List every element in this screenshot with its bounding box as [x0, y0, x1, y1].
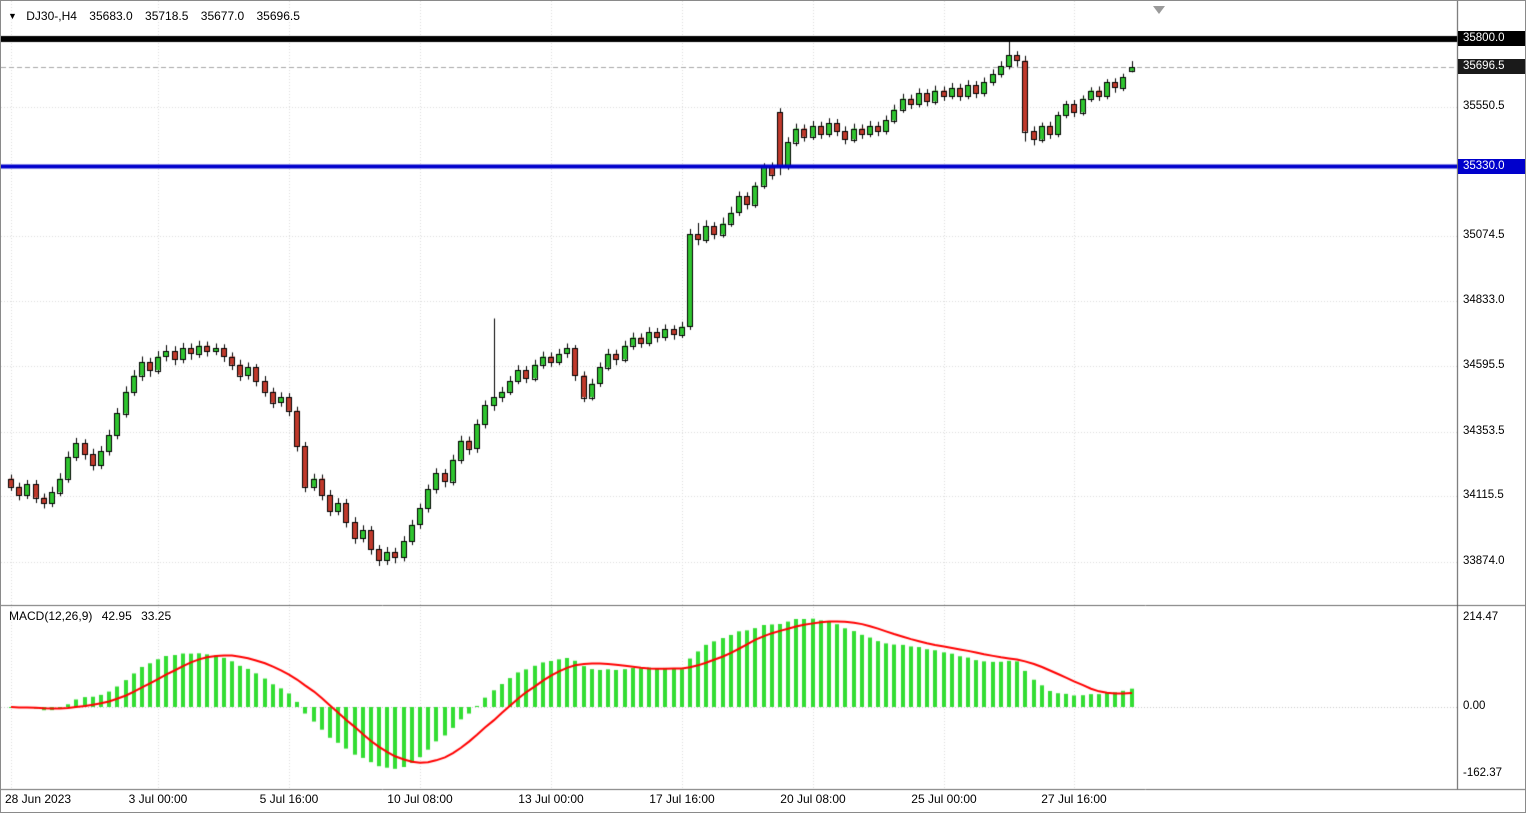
price-axis-label: 35074.5 — [1463, 228, 1505, 241]
chart-ohlc-header: ▼ DJ30-,H4 35683.0 35718.5 35677.0 35696… — [8, 9, 300, 23]
macd-indicator-label: MACD(12,26,9) 42.95 33.25 — [9, 609, 177, 623]
macd-name: MACD(12,26,9) — [9, 609, 93, 623]
macd-axis-label: -162.37 — [1463, 767, 1503, 780]
price-axis-label: 34595.5 — [1463, 358, 1505, 371]
ohlc-close-value: 35696.5 — [256, 9, 300, 23]
price-axis-label: 34353.5 — [1463, 424, 1505, 437]
price-axis-label: 34833.0 — [1463, 294, 1505, 307]
price-level-badge: 35800.0 — [1458, 30, 1525, 46]
symbol-timeframe-label: DJ30-,H4 — [26, 9, 77, 23]
time-axis-label: 20 Jul 08:00 — [780, 792, 846, 806]
macd-axis-label: 0.00 — [1463, 700, 1486, 712]
ohlc-high-value: 35718.5 — [145, 9, 189, 23]
ohlc-open-value: 35683.0 — [89, 9, 133, 23]
macd-main-value: 42.95 — [101, 609, 132, 623]
time-axis-label: 28 Jun 2023 — [5, 792, 72, 806]
time-axis-label: 13 Jul 00:00 — [518, 792, 584, 806]
macd-axis-label: 214.47 — [1463, 611, 1499, 623]
time-axis-label: 25 Jul 00:00 — [911, 792, 977, 806]
time-axis-label: 10 Jul 08:00 — [387, 792, 453, 806]
time-axis-label: 3 Jul 00:00 — [128, 792, 188, 806]
chart-shift-marker-icon — [1153, 6, 1165, 14]
time-axis[interactable]: 28 Jun 2023 3 Jul 00:00 5 Jul 16:00 10 Jul … — [1, 792, 1457, 812]
price-axis-label: 33874.0 — [1463, 554, 1505, 567]
price-axis-label: 34115.5 — [1463, 489, 1504, 502]
symbol-marker-icon: ▼ — [8, 11, 17, 21]
macd-signal-value: 33.25 — [141, 609, 172, 623]
price-axis[interactable]: 35550.5 35074.5 34833.0 34595.5 34353.5 34115… — [1457, 1, 1525, 791]
time-axis-label: 17 Jul 16:00 — [649, 792, 715, 806]
time-axis-label: 27 Jul 16:00 — [1041, 792, 1107, 806]
price-axis-label: 35550.5 — [1463, 99, 1505, 112]
price-level-badge: 35330.0 — [1458, 158, 1525, 174]
price-level-badge: 35696.5 — [1458, 59, 1525, 75]
time-axis-label: 5 Jul 16:00 — [259, 792, 319, 806]
ohlc-low-value: 35677.0 — [200, 9, 245, 23]
